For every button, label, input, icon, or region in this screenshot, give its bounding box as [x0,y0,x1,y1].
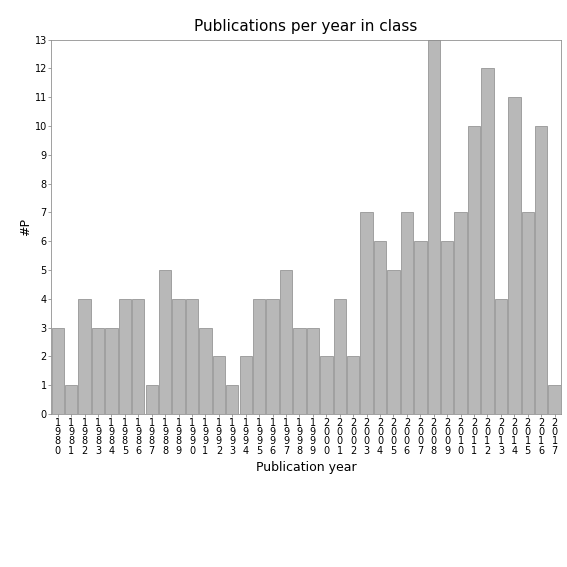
Bar [146,385,158,414]
Bar [481,69,494,414]
Bar [172,299,185,414]
Bar [213,356,225,414]
Y-axis label: #P: #P [19,218,32,236]
Bar [320,356,332,414]
Bar [508,98,521,414]
Bar [387,270,400,414]
Bar [307,328,319,414]
Bar [495,299,507,414]
Bar [199,328,211,414]
Bar [414,241,426,414]
X-axis label: Publication year: Publication year [256,461,357,474]
Title: Publications per year in class: Publications per year in class [194,19,418,35]
Bar [105,328,117,414]
Bar [441,241,454,414]
Bar [240,356,252,414]
Bar [78,299,91,414]
Bar [186,299,198,414]
Bar [266,299,279,414]
Bar [548,385,561,414]
Bar [65,385,77,414]
Bar [468,126,480,414]
Bar [119,299,131,414]
Bar [159,270,171,414]
Bar [361,213,373,414]
Bar [428,40,440,414]
Bar [92,328,104,414]
Bar [293,328,306,414]
Bar [374,241,386,414]
Bar [280,270,292,414]
Bar [52,328,64,414]
Bar [132,299,145,414]
Bar [333,299,346,414]
Bar [347,356,359,414]
Bar [535,126,547,414]
Bar [253,299,265,414]
Bar [454,213,467,414]
Bar [401,213,413,414]
Bar [226,385,239,414]
Bar [522,213,534,414]
